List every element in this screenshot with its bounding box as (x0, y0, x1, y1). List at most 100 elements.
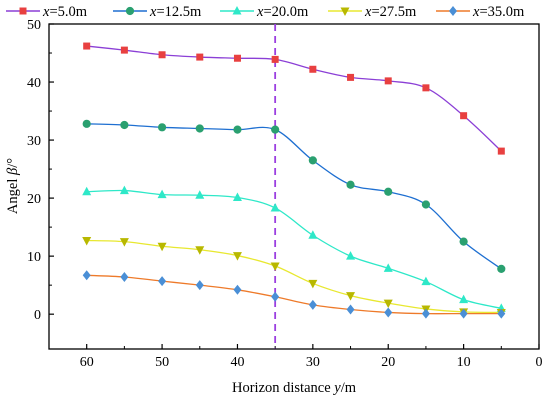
y-axis-label-prefix: Angel (5, 175, 21, 214)
data-point (82, 119, 91, 128)
legend-item: x=5.0m (6, 4, 88, 20)
data-point (119, 185, 129, 195)
legend: x=5.0m x=12.5m x=20.0m x=27.5m x=35.0m (6, 4, 525, 20)
data-point (270, 202, 280, 212)
data-point (195, 280, 204, 291)
y-axis-label-suffix: /° (5, 158, 21, 168)
y-tick-label: 20 (27, 192, 41, 207)
data-point (384, 187, 393, 196)
data-point (346, 251, 356, 260)
data-point (82, 186, 92, 196)
data-point (271, 125, 280, 134)
legend-item: x=35.0m (436, 4, 525, 20)
series-line-1 (86, 45, 502, 152)
data-point (233, 125, 242, 134)
plot-frame (48, 23, 540, 350)
x-tick-label: 50 (155, 355, 169, 370)
x-tick-label: 40 (230, 355, 244, 370)
data-point (195, 246, 205, 255)
y-tick-label: 10 (27, 250, 41, 265)
y-tick-label: 40 (27, 76, 41, 91)
legend-label: x=12.5m (149, 4, 202, 20)
data-point (233, 54, 241, 62)
y-tick-label: 50 (27, 18, 41, 33)
data-point (497, 264, 506, 274)
data-point (383, 263, 393, 272)
legend-item: x=20.0m (220, 4, 309, 20)
data-point (271, 291, 280, 302)
data-point (308, 156, 317, 165)
legend-item: x=12.5m (113, 4, 202, 20)
data-point (421, 308, 430, 319)
data-point (422, 84, 430, 92)
data-point (158, 51, 166, 59)
data-point (82, 236, 92, 246)
x-axis-label-var: y (332, 380, 341, 396)
series-line-4 (86, 239, 502, 314)
y-tick-label: 0 (34, 308, 41, 323)
data-point (83, 42, 91, 50)
data-point (346, 292, 356, 301)
data-point (383, 299, 393, 309)
y-tick-label: 30 (27, 134, 41, 149)
x-axis-label-suffix: /m (341, 380, 357, 396)
data-point (232, 252, 242, 261)
data-point (232, 192, 242, 202)
data-point (421, 276, 431, 286)
data-point (119, 238, 129, 247)
legend-label: x=27.5m (364, 4, 417, 20)
data-point (195, 124, 204, 133)
data-point (158, 276, 167, 287)
data-point (82, 270, 91, 281)
data-point (233, 284, 242, 295)
data-point (459, 237, 468, 246)
data-point (497, 308, 506, 319)
x-tick-label: 20 (381, 355, 395, 370)
data-point (459, 294, 469, 304)
legend-label: x=20.0m (256, 4, 309, 20)
x-tick-label: 10 (457, 355, 471, 370)
x-tick-label: 0 (536, 355, 543, 370)
series-line-5 (86, 274, 502, 315)
data-point (346, 180, 355, 189)
data-point (460, 112, 468, 120)
series-line-2 (86, 123, 502, 270)
data-point (271, 55, 279, 63)
data-point (308, 279, 318, 289)
x-tick-label: 60 (80, 355, 94, 370)
legend-marker (340, 7, 350, 16)
data-point (308, 299, 317, 310)
legend-marker (125, 6, 135, 16)
series-markers (82, 42, 506, 319)
data-point (497, 147, 505, 155)
data-point (196, 53, 204, 61)
data-point (157, 242, 167, 252)
data-point (347, 73, 355, 81)
legend-marker (19, 7, 27, 15)
data-point (346, 304, 355, 315)
series-line-3 (86, 189, 502, 310)
y-axis: 0 10 20 30 40 50 (27, 18, 54, 323)
legend-label: x=35.0m (472, 4, 525, 20)
data-point (384, 307, 393, 318)
data-point (308, 230, 318, 239)
x-tick-label: 30 (306, 355, 320, 370)
data-point (384, 77, 392, 85)
data-point (270, 262, 280, 272)
data-point (157, 123, 167, 132)
data-point (421, 200, 431, 209)
y-axis-label-var: β (5, 167, 21, 176)
data-point (309, 65, 317, 73)
data-point (157, 189, 167, 199)
legend-label: x=5.0m (42, 4, 88, 20)
legend-item: x=27.5m (328, 4, 417, 20)
x-axis-label-prefix: Horizon distance (232, 380, 334, 396)
legend-marker (449, 6, 457, 16)
x-axis: 60 50 40 30 20 10 0 (80, 344, 543, 370)
data-point (459, 308, 468, 319)
x-axis-label: Horizon distance y/m (232, 380, 357, 396)
y-axis-label: Angel β/° (5, 158, 21, 214)
data-point (195, 190, 205, 199)
data-point (120, 120, 129, 130)
